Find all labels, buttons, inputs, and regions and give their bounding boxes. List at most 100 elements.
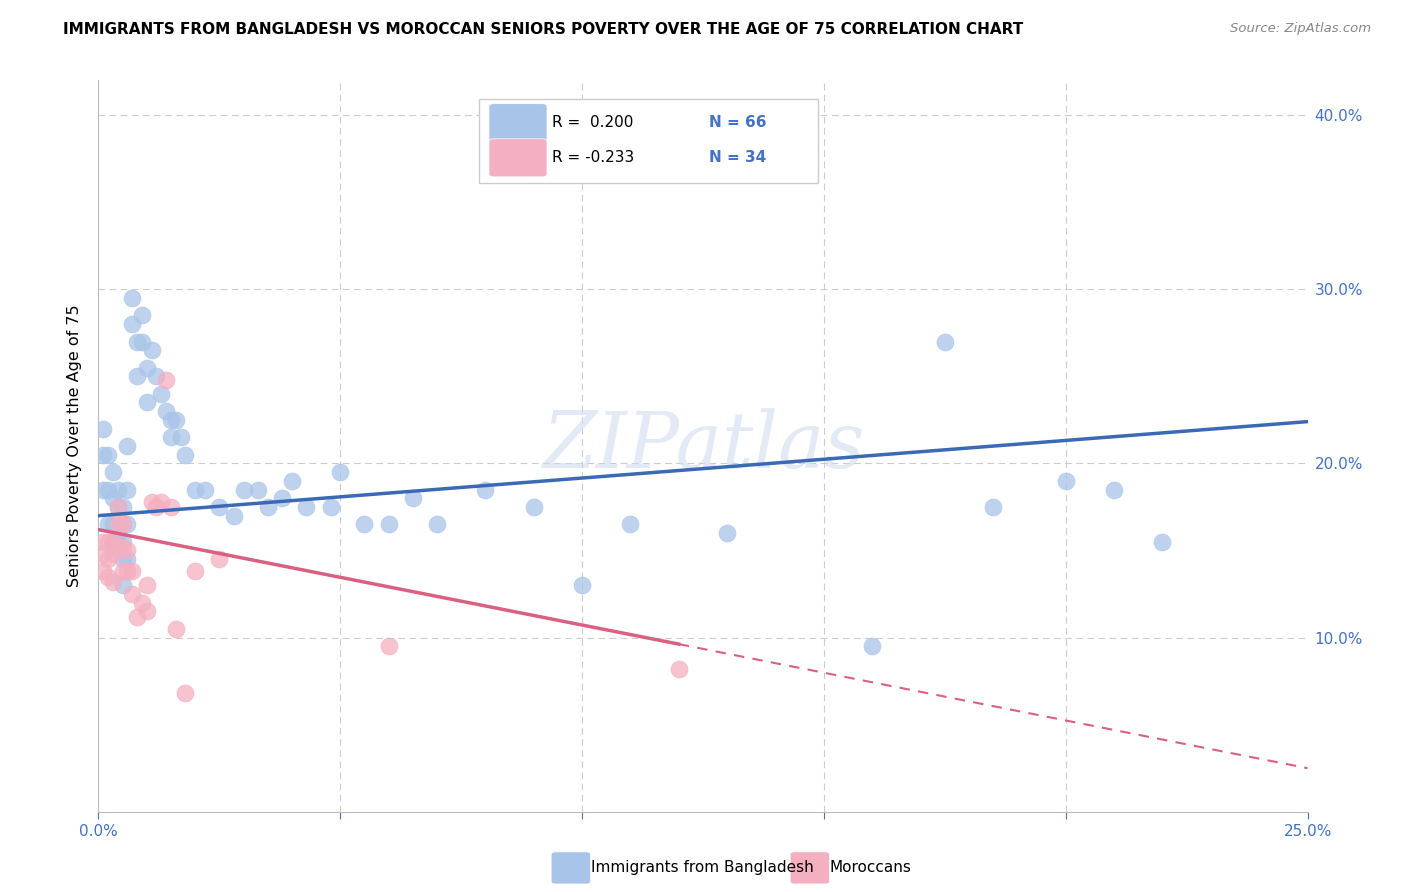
Point (619, 517, 641, 532)
Point (668, 662, 690, 676)
FancyBboxPatch shape (489, 103, 547, 142)
Point (1102, 483, 1125, 497)
Point (91, 448, 114, 462)
Point (107, 526, 129, 541)
Point (111, 517, 134, 532)
Text: R =  0.200: R = 0.200 (553, 115, 633, 130)
Text: N = 66: N = 66 (709, 115, 766, 130)
Point (111, 517, 134, 532)
Point (107, 517, 129, 532)
Point (523, 500, 546, 514)
Point (256, 500, 278, 514)
Point (281, 474, 304, 488)
Text: ZIPatlas: ZIPatlas (541, 408, 865, 484)
Point (107, 540, 129, 554)
Point (107, 500, 129, 514)
Point (1152, 534, 1174, 549)
Point (121, 587, 143, 601)
Point (155, 373, 177, 387)
Point (860, 640, 883, 654)
Text: N = 34: N = 34 (709, 151, 766, 165)
Point (131, 309, 153, 323)
FancyBboxPatch shape (489, 139, 547, 177)
Point (131, 596, 153, 610)
Point (101, 491, 124, 506)
Point (247, 483, 270, 497)
Point (97, 569, 120, 583)
Point (135, 578, 157, 592)
Point (141, 343, 163, 358)
Point (271, 491, 294, 506)
Point (107, 500, 129, 514)
Point (97, 534, 120, 549)
Point (232, 483, 254, 497)
Point (160, 430, 183, 444)
Point (101, 534, 124, 549)
Point (160, 413, 183, 427)
Point (150, 386, 173, 401)
Point (571, 578, 593, 592)
Point (121, 317, 143, 331)
Point (208, 500, 231, 514)
Point (111, 500, 134, 514)
Text: Immigrants from Bangladesh: Immigrants from Bangladesh (591, 861, 813, 875)
Y-axis label: Seniors Poverty Over the Age of 75: Seniors Poverty Over the Age of 75 (67, 305, 83, 587)
Point (101, 517, 124, 532)
Point (91, 547, 114, 561)
Point (121, 565, 143, 579)
Point (222, 508, 245, 523)
Point (111, 552, 134, 566)
Point (145, 369, 167, 384)
Point (319, 500, 342, 514)
Point (111, 565, 134, 579)
Point (111, 540, 134, 554)
Point (117, 543, 139, 558)
Point (208, 552, 231, 566)
Point (117, 483, 139, 497)
Point (165, 622, 187, 636)
Point (97, 552, 120, 566)
Point (377, 640, 399, 654)
Point (1054, 474, 1077, 488)
Point (97, 483, 120, 497)
Point (174, 686, 197, 700)
Point (295, 500, 318, 514)
Text: IMMIGRANTS FROM BANGLADESH VS MOROCCAN SENIORS POVERTY OVER THE AGE OF 75 CORREL: IMMIGRANTS FROM BANGLADESH VS MOROCCAN S… (63, 22, 1024, 37)
Point (150, 494, 173, 508)
Point (174, 448, 197, 462)
Point (184, 483, 207, 497)
Text: R = -0.233: R = -0.233 (553, 151, 634, 165)
Point (160, 500, 183, 514)
Point (131, 334, 153, 349)
Point (91, 534, 114, 549)
Point (117, 439, 139, 453)
Point (426, 517, 449, 532)
Point (377, 517, 399, 532)
Point (91, 565, 114, 579)
Point (107, 483, 129, 497)
Point (127, 609, 149, 624)
Point (169, 430, 191, 444)
Point (135, 604, 157, 618)
Point (101, 534, 124, 549)
Point (101, 574, 124, 589)
Point (184, 565, 207, 579)
Point (117, 517, 139, 532)
Point (474, 483, 496, 497)
Point (121, 291, 143, 305)
Point (135, 395, 157, 409)
Point (97, 517, 120, 532)
Point (165, 413, 187, 427)
Point (716, 526, 738, 541)
Point (402, 491, 425, 506)
Point (111, 578, 134, 592)
Point (155, 404, 177, 418)
Point (101, 465, 124, 479)
Point (145, 500, 167, 514)
Point (127, 334, 149, 349)
Text: Moroccans: Moroccans (830, 861, 911, 875)
Point (934, 334, 956, 349)
Point (91, 483, 114, 497)
Point (353, 517, 375, 532)
Point (329, 465, 352, 479)
